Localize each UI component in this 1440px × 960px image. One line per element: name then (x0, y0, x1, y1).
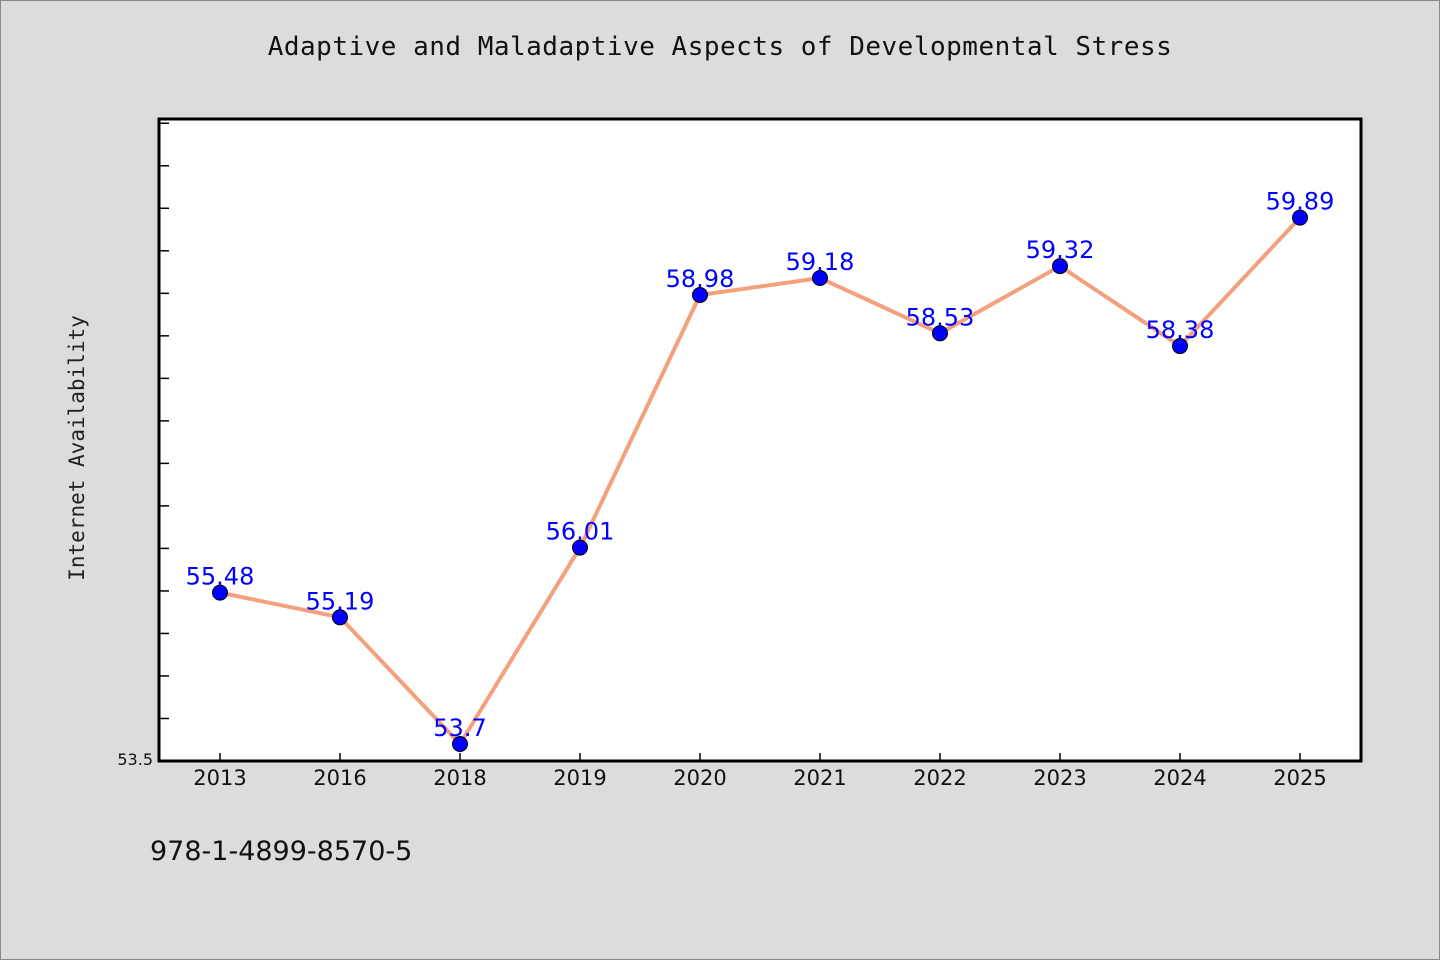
data-labels: 55.48 55.19 53.7 56.01 58.98 59.18 58.53 59.32 5… (186, 188, 1335, 742)
data-point (572, 539, 588, 556)
data-point (692, 287, 708, 304)
series-line (218, 215, 1302, 746)
data-label: 59.18 (786, 248, 855, 276)
data-label: 58.98 (666, 265, 735, 293)
data-point (452, 735, 468, 752)
x-tick-label: 2013 (193, 766, 246, 790)
series-markers (212, 209, 1308, 752)
data-point (212, 584, 228, 601)
data-label: 55.19 (306, 587, 375, 615)
x-tick-label: 2024 (1153, 766, 1206, 790)
x-tick-label: 2018 (433, 766, 486, 790)
data-label: 58.38 (1146, 316, 1215, 344)
y-axis-ticks (159, 122, 169, 762)
data-label: 53.7 (433, 714, 486, 742)
data-label: 55.48 (186, 563, 255, 591)
footer-id-text: 978-1-4899-8570-5 (150, 836, 413, 867)
data-point (1172, 338, 1188, 355)
chart-title: Adaptive and Maladaptive Aspects of Deve… (267, 32, 1173, 62)
data-point (932, 325, 948, 342)
plot-area (159, 119, 1361, 761)
x-tick-label: 2020 (673, 766, 726, 790)
data-point (1052, 258, 1068, 275)
data-label: 59.89 (1266, 188, 1335, 216)
x-tick-label: 2016 (313, 766, 366, 790)
x-tick-label: 2021 (793, 766, 846, 790)
x-tick-label: 2025 (1273, 766, 1326, 790)
data-label: 59.32 (1026, 236, 1095, 264)
y-tick-label-min: 53.5 (117, 750, 153, 769)
data-point (332, 609, 348, 626)
plot-border (157, 117, 1363, 763)
x-tick-label: 2023 (1033, 766, 1086, 790)
data-point (1292, 209, 1308, 226)
x-tick-label: 2019 (553, 766, 606, 790)
data-label: 56.01 (546, 518, 615, 546)
data-label: 58.53 (906, 303, 975, 331)
data-point (812, 270, 828, 287)
x-tick-label: 2022 (913, 766, 966, 790)
x-axis-ticks: 2013 2016 2018 2019 2020 2021 2022 2023 2024 2025 (193, 753, 1327, 790)
